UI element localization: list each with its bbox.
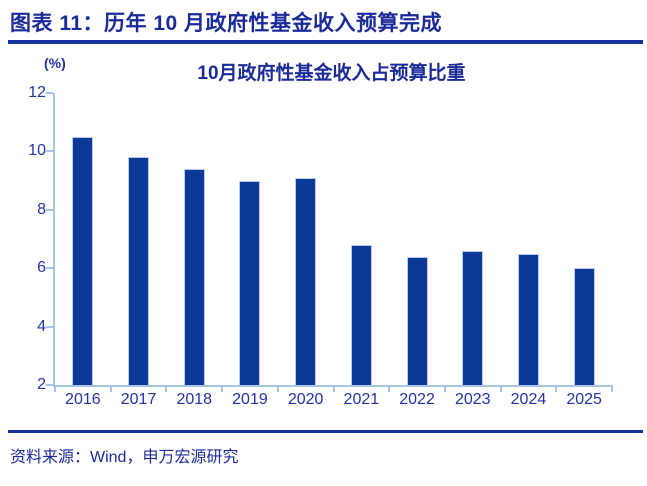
x-tick-label-2022: 2022 [399,391,435,408]
x-tick-label-2018: 2018 [176,391,213,408]
x-tick-mark-4 [276,385,279,392]
x-tick-label-2019: 2019 [232,391,268,408]
y-tick-mark-10 [46,150,53,153]
bar-2020 [295,177,317,385]
x-tick-label-2024: 2024 [510,391,547,408]
y-tick-label-2: 2 [37,376,46,393]
x-tick-label-2016: 2016 [65,391,101,408]
x-tick-label-2021: 2021 [343,391,380,408]
y-axis-unit-label: (%) [44,55,66,71]
x-tick-label-2020: 2020 [287,391,324,408]
y-tick-mark-6 [46,267,53,270]
source-note: 资料来源：Wind，申万宏源研究 [10,449,239,466]
x-tick-mark-0 [54,385,56,392]
x-tick-mark-10 [611,385,613,392]
x-tick-mark-1 [109,385,112,392]
x-tick-mark-9 [555,385,558,392]
bar-2025 [573,268,595,385]
footer-divider [8,430,643,433]
y-tick-label-10: 10 [28,142,46,160]
x-tick-label-2017: 2017 [120,391,157,408]
chart-title: 10月政府性基金收入占预算比重 [197,63,466,84]
bar-2023 [462,250,484,385]
bar-2022 [406,256,428,385]
bar-2016 [72,136,94,385]
y-tick-label-12: 12 [28,84,46,101]
figure-title: 图表 11：历年 10 月政府性基金收入预算完成 [10,12,443,35]
x-tick-mark-5 [332,385,335,392]
y-tick-mark-12 [46,92,53,94]
y-tick-label-8: 8 [37,200,46,218]
plot-area: 2 4 6 8 10 12 2016 2017 2018 2019 2020 2021 2022 2023… [28,84,613,408]
x-tick-mark-3 [221,385,224,392]
x-tick-mark-7 [443,385,446,392]
bar-2021 [350,244,372,385]
y-tick-mark-2 [46,384,53,386]
x-tick-label-2025: 2025 [566,391,602,408]
bar-2019 [239,180,261,385]
y-tick-mark-8 [46,208,53,211]
bar-2018 [183,168,205,385]
y-tick-mark-4 [46,325,53,328]
x-tick-mark-6 [388,385,391,392]
x-tick-mark-8 [499,385,502,392]
x-tick-label-2023: 2023 [454,391,491,408]
header-divider [8,40,643,44]
bar-2017 [128,157,150,385]
y-tick-label-4: 4 [37,317,46,335]
bar-2024 [517,253,539,385]
y-tick-label-6: 6 [37,259,46,277]
x-tick-mark-2 [165,385,168,392]
